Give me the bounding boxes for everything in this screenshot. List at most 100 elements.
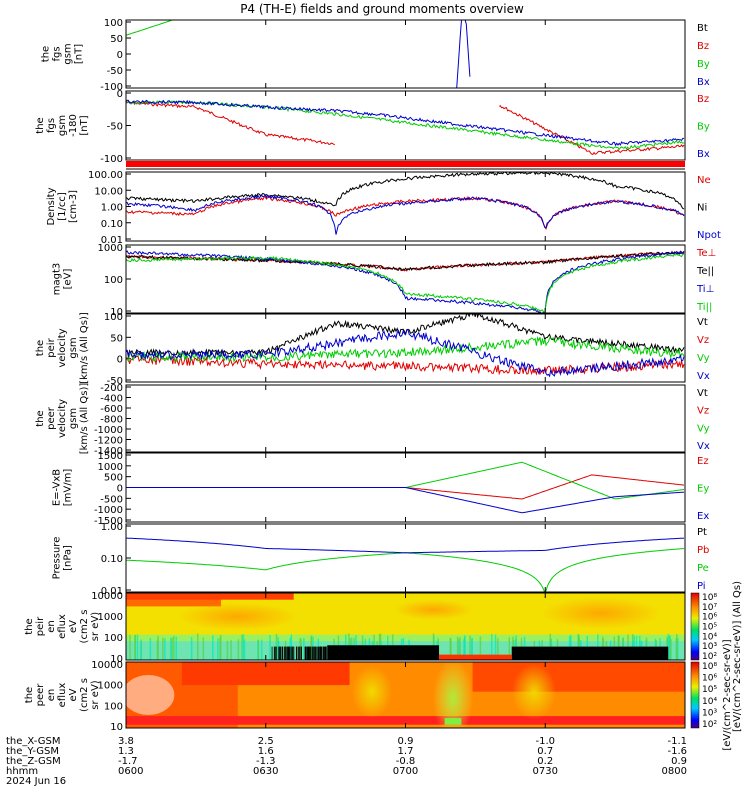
ylabel-line: en [46, 620, 57, 633]
spectro-blob [393, 599, 474, 620]
series-line-Ey [126, 461, 685, 500]
spectro-stripe [271, 646, 273, 660]
spectro-stripe [175, 636, 178, 660]
spectro-stripe [281, 646, 283, 660]
panel-3: Density[1/cc][cm-3] 100.00 10.00 1.00 0.10 0.… [46, 170, 721, 246]
spectro-band [126, 716, 685, 725]
spectro-stripe [237, 639, 240, 660]
panel-frame [125, 90, 686, 161]
series-line-Bx [126, 99, 684, 147]
ylabel-line: [mV/m] [63, 469, 74, 507]
spectro-gap [511, 646, 669, 660]
y-tick-label: 10000 [91, 591, 123, 602]
ylabel-line: peer [46, 406, 57, 430]
spectro-stripe [464, 635, 466, 660]
series-line-Ne [126, 195, 685, 230]
y-tick-label: 1.00 [101, 203, 123, 214]
series-line-By [126, 20, 172, 36]
panel-ylabel: Pressure[nPa] [52, 537, 74, 580]
ylabel-line: gsm [57, 115, 68, 136]
xaxis-row-value: 0700 [393, 766, 418, 777]
spectro-stripe [320, 646, 322, 660]
legend-entry: Ni [697, 203, 707, 214]
ylabel-line: [nT] [74, 44, 85, 64]
spectro-stripe [242, 634, 245, 660]
spectro-gap [327, 645, 440, 660]
legend-entry: By [697, 122, 710, 133]
spectro-stripe [173, 635, 175, 660]
colorbar-tick-label: 10⁶ [702, 613, 717, 623]
xaxis-row-value: -1.3 [256, 756, 276, 767]
spectro-stripe [283, 646, 285, 660]
spectrogram-layer [126, 593, 685, 728]
y-tick-label: 1000 [98, 462, 123, 473]
panel-ylabel: E=-VxB[mV/m] [52, 469, 74, 507]
series-line-Vy [126, 335, 685, 364]
spectro-stripe [257, 639, 260, 660]
spectro-stripe [299, 646, 301, 660]
colorbar-scale [690, 592, 700, 661]
panel-ylabel: thefgsgsm[nT] [41, 43, 85, 64]
y-tick-label: -1000 [94, 425, 123, 436]
panel-7-series [126, 461, 685, 514]
peer-spectrogram [126, 662, 685, 728]
y-tick-label: -200 [100, 383, 123, 394]
ylabel-line: (cm2 s [79, 678, 90, 712]
spectro-stripe [670, 639, 672, 660]
ylabel-line: eflux [57, 614, 68, 639]
lines-layer [126, 20, 685, 592]
spectro-stripe [458, 639, 460, 660]
ylabel-line: peer [35, 683, 46, 707]
spectro-stripe [497, 638, 499, 660]
spectro-stripe [459, 637, 461, 660]
spectro-hot-region [472, 662, 685, 692]
xaxis-row-value: 1.6 [258, 746, 274, 757]
y-tick-label: 10000 [91, 660, 123, 671]
spectro-stripe [318, 646, 320, 660]
panel-1-series [126, 20, 471, 88]
y-tick-label: 0.01 [101, 235, 123, 246]
spectro-band [444, 718, 462, 725]
y-tick-label: -100 [100, 82, 123, 93]
spectro-stripe [217, 638, 219, 660]
legend-entry: Bx [697, 77, 710, 88]
ylabel-line: eflux [57, 683, 68, 708]
xaxis-row-value: 0630 [253, 766, 278, 777]
spectro-stripe [317, 646, 319, 660]
y-tick-label: -400 [100, 394, 123, 405]
spectro-stripe [298, 646, 300, 660]
spectro-stripe [278, 646, 280, 660]
ylabel-line: [nPa] [63, 545, 74, 571]
series-line-Ni [126, 172, 685, 210]
xaxis-row-name: hhmm [6, 766, 38, 777]
series-line-Bx [456, 20, 471, 88]
ylabel-line: velocity [57, 399, 68, 438]
ylabel-line: peir [35, 616, 46, 636]
x-axis-labels: the_X-GSM 3.8 2.5 0.9 -1.0 -1.1 the_Y-GSM 1.3 1.… [6, 736, 687, 787]
ylabel-line: Density [46, 187, 57, 225]
colorbar-tick-label: 10³ [702, 708, 717, 718]
colorbar-tick-label: 10⁶ [702, 674, 717, 684]
spectro-stripe [279, 646, 281, 660]
panel-3-series [126, 172, 685, 235]
colorbar-tick-label: 10⁵ [702, 685, 717, 695]
spectro-stripe [288, 646, 290, 660]
spectro-stripe [295, 646, 297, 660]
ylabel-line: sr eV) [90, 680, 101, 709]
series-line-Bz [499, 105, 685, 155]
xaxis-row-value: 2.5 [258, 736, 274, 747]
spectro-hot-region [126, 593, 294, 600]
spectro-stripe [243, 639, 246, 660]
spectro-stripe [241, 634, 243, 660]
spectro-blob [433, 662, 474, 728]
spectro-stripe [313, 646, 315, 660]
legend-entry: Bz [697, 41, 709, 52]
spectro-stripe [307, 646, 309, 660]
spectro-stripe [316, 646, 318, 660]
spectro-stripe [676, 637, 679, 660]
spectro-stripe [309, 646, 311, 660]
panel-frame [125, 171, 686, 242]
panel-frame [125, 384, 686, 453]
spectro-stripe [304, 646, 306, 660]
